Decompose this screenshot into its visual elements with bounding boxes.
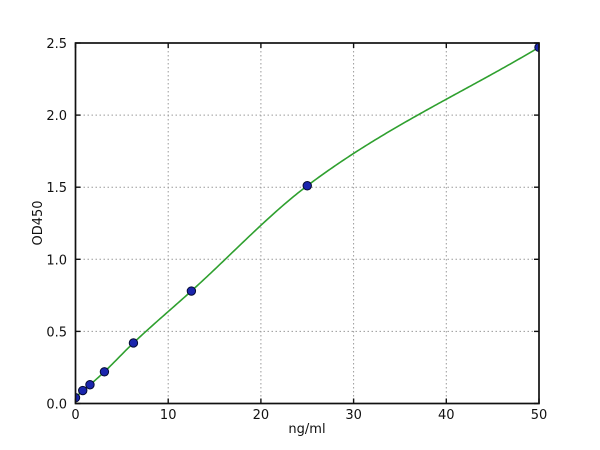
data-point: [128, 338, 139, 348]
y-tick-label: 1.0: [46, 253, 67, 268]
y-tick-label: 2.5: [46, 37, 67, 52]
data-points-layer: [75, 43, 539, 403]
fit-curve-line: [75, 46, 539, 399]
data-point: [85, 380, 95, 390]
x-tick-label: 50: [531, 408, 548, 423]
data-point: [99, 367, 110, 377]
data-point: [302, 181, 312, 191]
x-axis-label: ng/ml: [288, 422, 325, 437]
x-tick-label: 30: [345, 408, 362, 423]
y-tick-label: 0.0: [46, 398, 67, 413]
x-tick-label: 0: [71, 408, 79, 423]
tick-label-layer: 0 10 20 30 40 50 0.0 0.5 1.0 1.5 2.0 2.5: [46, 37, 547, 423]
axes-frame: [74, 42, 540, 405]
x-tick-label: 40: [438, 408, 455, 423]
y-axis-label: OD450: [31, 200, 46, 245]
y-tick-label: 0.5: [46, 325, 67, 340]
x-tick-label: 20: [253, 408, 270, 423]
x-tick-label: 10: [160, 408, 177, 423]
grid-layer: [75, 43, 539, 404]
tick-layer: [74, 42, 540, 405]
data-point: [186, 286, 197, 296]
y-tick-label: 2.0: [46, 109, 67, 124]
y-tick-label: 1.5: [46, 181, 67, 196]
data-point: [78, 385, 88, 396]
